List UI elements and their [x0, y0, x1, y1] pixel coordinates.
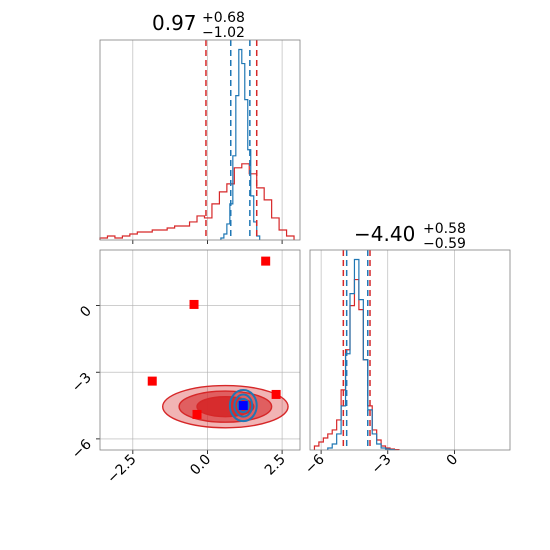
red-square-marker [147, 376, 157, 386]
red-square-marker [271, 389, 281, 399]
title-lower: −1.02 [202, 25, 245, 41]
blue-histogram-series [327, 258, 396, 451]
y-tick-label: 0 [77, 303, 95, 321]
histogram-panel-top-left [99, 39, 301, 244]
blue-contour-level [228, 389, 258, 423]
x-tick-label: 0.0 [187, 452, 214, 479]
histogram-panel-bottom-right: −6 −3 0 [302, 249, 511, 478]
y-tick-label: −3 [69, 370, 95, 396]
x-tick-label: 0 [444, 452, 462, 470]
panel-frame [99, 39, 301, 241]
blue-square-marker [238, 401, 248, 411]
x-tick-label: −2.5 [104, 452, 139, 487]
blue-contour-level [236, 397, 250, 414]
title-upper: +0.68 [202, 10, 245, 26]
scatter-panel-bottom-left: −2.5 0.0 2.5 0 −3 −6 [69, 249, 301, 487]
title-lower: −0.59 [423, 236, 466, 252]
x-tick-label: −6 [302, 451, 328, 477]
title-bottom-right: −4.40 +0.58 −0.59 [354, 221, 466, 252]
title-top-left: 0.97 +0.68 −1.02 [152, 10, 245, 41]
red-square-marker [261, 256, 271, 266]
title-value: 0.97 [152, 11, 197, 35]
title-value: −4.40 [354, 222, 415, 246]
panel-frame [99, 249, 301, 451]
blue-contour-level [233, 393, 254, 418]
red-square-marker [189, 299, 199, 309]
x-tick-label: 2.5 [262, 452, 289, 479]
y-tick-label: −6 [69, 436, 95, 462]
red-histogram-series [99, 163, 295, 240]
red-histogram-series [313, 278, 400, 451]
panel-frame [309, 249, 511, 451]
x-tick-label: −3 [369, 452, 395, 478]
red-square-marker [192, 409, 202, 419]
title-upper: +0.58 [423, 221, 466, 237]
blue-histogram-series [220, 48, 261, 240]
